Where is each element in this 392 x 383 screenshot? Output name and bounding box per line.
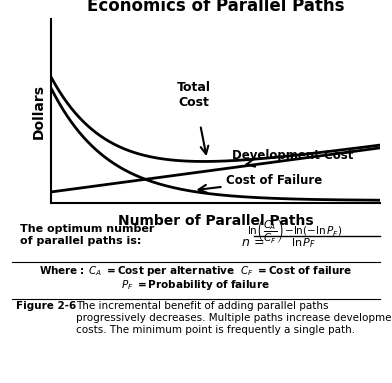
Text: $n\,=\,$: $n\,=\,$ bbox=[241, 236, 265, 249]
Title: Economics of Parallel Paths: Economics of Parallel Paths bbox=[87, 0, 344, 15]
Text: Development Cost: Development Cost bbox=[232, 149, 353, 167]
Text: $\mathbf{Where:}\ C_A\ \mathbf{= Cost\ per\ alternative}\ \ C_F\ \mathbf{= Cost\: $\mathbf{Where:}\ C_A\ \mathbf{= Cost\ p… bbox=[39, 264, 353, 278]
Text: Figure 2-6: Figure 2-6 bbox=[16, 301, 76, 311]
Text: The incremental benefit of adding parallel paths
progressively decreases. Multip: The incremental benefit of adding parall… bbox=[76, 301, 392, 335]
Text: Number of Parallel Paths: Number of Parallel Paths bbox=[118, 214, 313, 228]
Text: Total
Cost: Total Cost bbox=[176, 81, 211, 110]
Text: $P_F\ \mathbf{= Probability\ of\ failure}$: $P_F\ \mathbf{= Probability\ of\ failure… bbox=[122, 278, 270, 292]
Text: $\ln\!\left(\dfrac{C_{\!A}}{C_F}\right)\!-\!\ln(-\ln P_F)$: $\ln\!\left(\dfrac{C_{\!A}}{C_F}\right)\… bbox=[247, 216, 342, 246]
Text: The optimum number
of parallel paths is:: The optimum number of parallel paths is: bbox=[20, 224, 154, 246]
Text: Cost of Failure: Cost of Failure bbox=[199, 174, 323, 193]
Text: $\ln P_F$: $\ln P_F$ bbox=[291, 237, 316, 250]
Y-axis label: Dollars: Dollars bbox=[31, 83, 45, 139]
